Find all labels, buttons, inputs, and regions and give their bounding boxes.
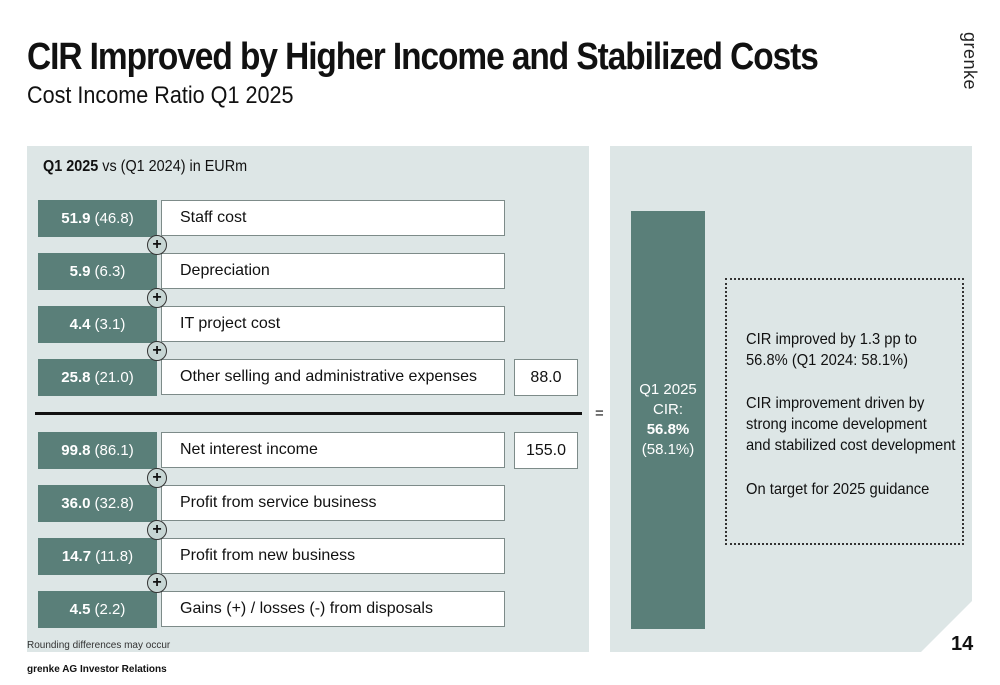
income-label-nii: Net interest income	[161, 432, 505, 468]
commentary-box	[725, 278, 964, 545]
plus-icon: +	[147, 288, 167, 308]
cost-value-current: 5.9	[69, 263, 91, 280]
cost-total: 88.0	[514, 359, 578, 396]
cost-value-prior: (21.0)	[94, 369, 134, 386]
cost-value-prior: (6.3)	[94, 263, 126, 280]
page-title: CIR Improved by Higher Income and Stabil…	[27, 36, 819, 78]
commentary-line: 56.8% (Q1 2024: 58.1%)	[746, 352, 909, 369]
brand-logo: grenke	[960, 32, 980, 91]
panel-heading-comparison: vs (Q1 2024) in EURm	[102, 158, 248, 175]
cost-label-other-sga: Other selling and administrative expense…	[161, 359, 505, 395]
cir-period: Q1 2025	[639, 381, 697, 398]
cost-label-staff: Staff cost	[161, 200, 505, 236]
income-value-current: 99.8	[61, 442, 91, 459]
page-subtitle: Cost Income Ratio Q1 2025	[27, 82, 294, 109]
cir-result-bar: Q1 2025 CIR: 56.8% (58.1%)	[631, 211, 705, 629]
income-value-new-business: 14.7 (11.8)	[38, 538, 157, 575]
cost-value-it-project: 4.4 (3.1)	[38, 306, 157, 343]
cost-label-depreciation: Depreciation	[161, 253, 505, 289]
cost-value-prior: (3.1)	[94, 316, 126, 333]
commentary-line: CIR improvement driven by	[746, 395, 925, 412]
income-total: 155.0	[514, 432, 578, 469]
plus-icon: +	[147, 520, 167, 540]
cost-value-current: 25.8	[61, 369, 91, 386]
income-value-current: 4.5	[69, 601, 91, 618]
cost-value-staff: 51.9 (46.8)	[38, 200, 157, 237]
income-value-current: 36.0	[61, 495, 91, 512]
income-label-new-business: Profit from new business	[161, 538, 505, 574]
income-label-service: Profit from service business	[161, 485, 505, 521]
equals-sign: =	[595, 405, 604, 422]
cir-value: 56.8%	[646, 421, 690, 438]
income-value-prior: (2.2)	[94, 601, 126, 618]
income-value-nii: 99.8 (86.1)	[38, 432, 157, 469]
commentary-line: and stabilized cost development	[746, 437, 956, 454]
footer: grenke AG Investor Relations	[27, 664, 167, 675]
cost-label-it-project: IT project cost	[161, 306, 505, 342]
plus-icon: +	[147, 573, 167, 593]
footnote: Rounding differences may occur	[27, 640, 171, 651]
panel-heading: Q1 2025 vs (Q1 2024) in EURm	[43, 158, 247, 176]
income-value-disposals: 4.5 (2.2)	[38, 591, 157, 628]
cost-value-prior: (46.8)	[94, 210, 134, 227]
income-label-disposals: Gains (+) / losses (-) from disposals	[161, 591, 505, 627]
page-number: 14	[951, 633, 974, 655]
cir-label: CIR:	[653, 401, 683, 418]
income-value-prior: (86.1)	[94, 442, 134, 459]
income-value-current: 14.7	[61, 548, 92, 565]
plus-icon: +	[147, 235, 167, 255]
commentary-line: strong income development	[746, 416, 927, 433]
income-value-prior: (11.8)	[95, 548, 134, 565]
plus-icon: +	[147, 468, 167, 488]
income-value-service: 36.0 (32.8)	[38, 485, 157, 522]
cost-value-current: 51.9	[61, 210, 91, 227]
cost-value-other-sga: 25.8 (21.0)	[38, 359, 157, 396]
income-value-prior: (32.8)	[94, 495, 134, 512]
panel-heading-period: Q1 2025	[43, 158, 99, 175]
cost-value-depreciation: 5.9 (6.3)	[38, 253, 157, 290]
cir-prior-value: (58.1%)	[641, 441, 695, 458]
cost-value-current: 4.4	[69, 316, 91, 333]
fraction-divider	[35, 412, 582, 415]
plus-icon: +	[147, 341, 167, 361]
commentary-line: On target for 2025 guidance	[746, 481, 930, 498]
commentary-line: CIR improved by 1.3 pp to	[746, 331, 918, 348]
